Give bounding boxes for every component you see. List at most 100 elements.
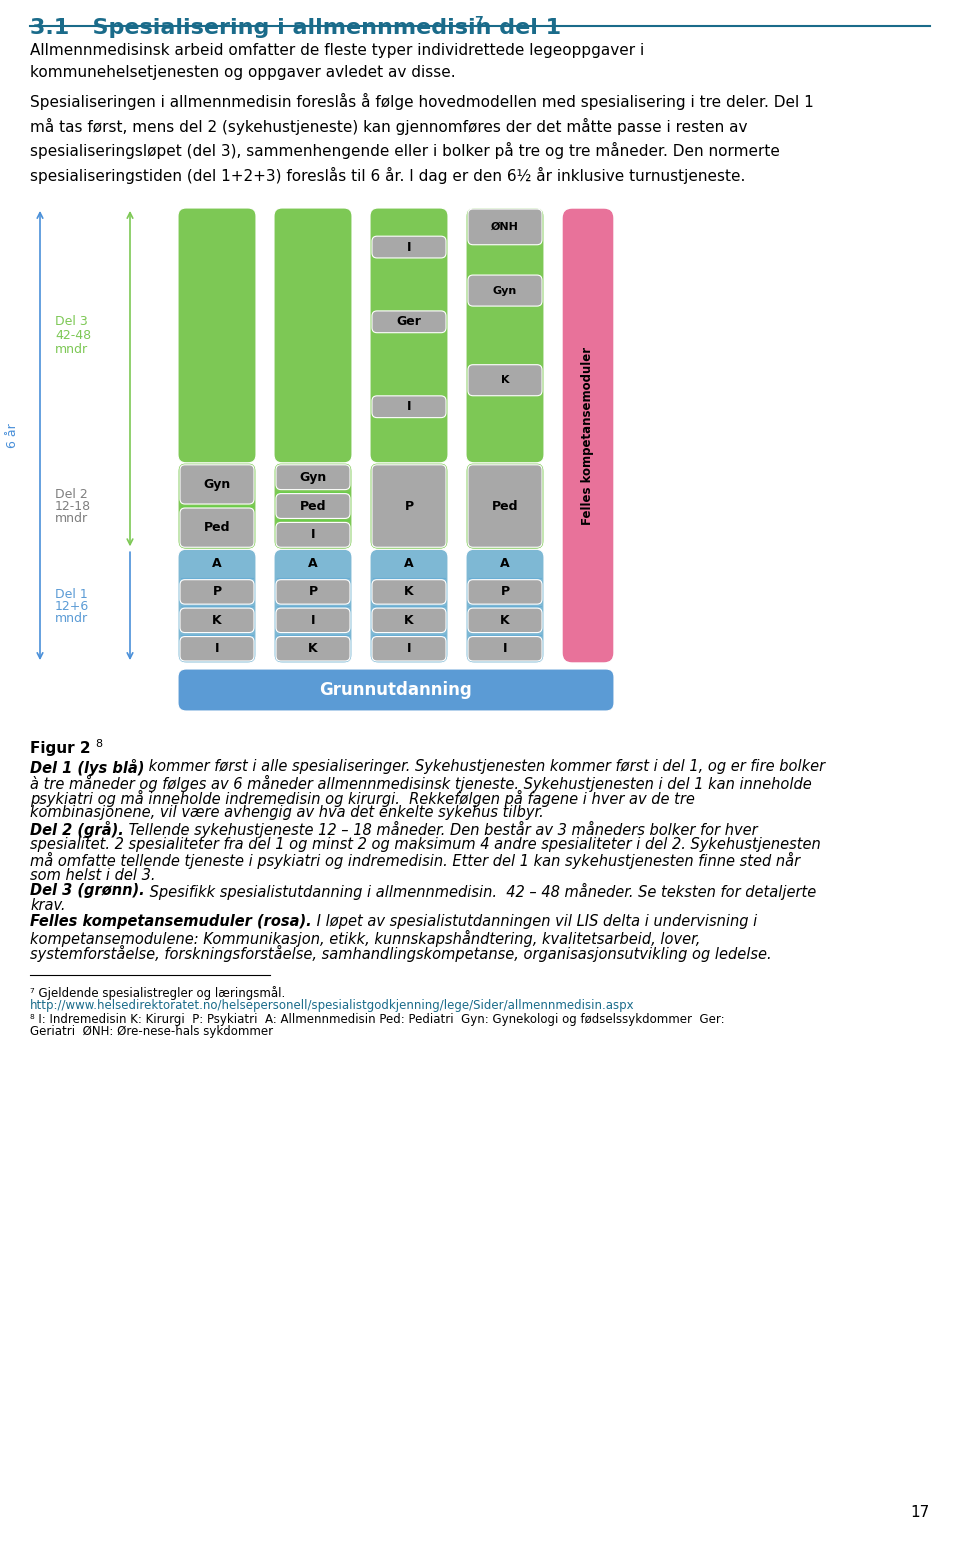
FancyBboxPatch shape bbox=[468, 209, 542, 245]
Text: kommer først i alle spesialiseringer. Sykehustjenesten kommer først i del 1, og : kommer først i alle spesialiseringer. Sy… bbox=[144, 759, 826, 774]
Text: I: I bbox=[215, 642, 219, 655]
Text: kompetansemodulene: Kommunikasjon, etikk, kunnskapshåndtering, kvalitetsarbeid, : kompetansemodulene: Kommunikasjon, etikk… bbox=[30, 929, 701, 946]
Text: mndr: mndr bbox=[55, 511, 88, 525]
FancyBboxPatch shape bbox=[178, 207, 256, 463]
Text: Del 2: Del 2 bbox=[55, 488, 87, 500]
FancyBboxPatch shape bbox=[180, 579, 254, 604]
FancyBboxPatch shape bbox=[466, 463, 544, 550]
Text: I: I bbox=[407, 401, 411, 413]
Text: Geriatri  ØNH: Øre-nese-hals sykdommer: Geriatri ØNH: Øre-nese-hals sykdommer bbox=[30, 1025, 274, 1039]
FancyBboxPatch shape bbox=[276, 494, 350, 519]
FancyBboxPatch shape bbox=[276, 579, 350, 604]
FancyBboxPatch shape bbox=[468, 608, 542, 633]
FancyBboxPatch shape bbox=[178, 669, 614, 711]
FancyBboxPatch shape bbox=[180, 464, 254, 505]
FancyBboxPatch shape bbox=[372, 237, 446, 259]
FancyBboxPatch shape bbox=[180, 508, 254, 548]
FancyBboxPatch shape bbox=[180, 636, 254, 661]
Text: 12-18: 12-18 bbox=[55, 500, 91, 512]
Text: Ped: Ped bbox=[204, 522, 230, 534]
Text: spesialitet. 2 spesialiteter fra del 1 og minst 2 og maksimum 4 andre spesialite: spesialitet. 2 spesialiteter fra del 1 o… bbox=[30, 836, 821, 851]
Text: P: P bbox=[308, 585, 318, 599]
Text: Ger: Ger bbox=[396, 316, 421, 328]
FancyBboxPatch shape bbox=[276, 636, 350, 661]
Text: Del 1 (lys blå): Del 1 (lys blå) bbox=[30, 759, 144, 776]
Text: I: I bbox=[503, 642, 507, 655]
Text: 7: 7 bbox=[474, 15, 483, 28]
FancyBboxPatch shape bbox=[274, 463, 352, 550]
FancyBboxPatch shape bbox=[372, 636, 446, 661]
Text: Spesialiseringen i allmennmedisin foreslås å følge hovedmodellen med spesialiser: Spesialiseringen i allmennmedisin foresl… bbox=[30, 93, 814, 184]
Text: som helst i del 3.: som helst i del 3. bbox=[30, 867, 156, 882]
Text: K: K bbox=[404, 615, 414, 627]
FancyBboxPatch shape bbox=[468, 365, 542, 396]
FancyBboxPatch shape bbox=[466, 207, 544, 463]
Text: I: I bbox=[407, 642, 411, 655]
FancyBboxPatch shape bbox=[562, 207, 614, 663]
FancyBboxPatch shape bbox=[468, 276, 542, 307]
FancyBboxPatch shape bbox=[370, 207, 448, 463]
Text: 6 år: 6 år bbox=[7, 423, 19, 447]
Text: P: P bbox=[404, 500, 414, 512]
Text: P: P bbox=[500, 585, 510, 599]
Text: A: A bbox=[308, 557, 318, 570]
Text: Del 1: Del 1 bbox=[55, 588, 87, 601]
Text: I: I bbox=[311, 615, 315, 627]
Text: ⁸ I: Indremedisin K: Kirurgi  P: Psykiatri  A: Allmennmedisin Ped: Pediatri  Gyn: ⁸ I: Indremedisin K: Kirurgi P: Psykiatr… bbox=[30, 1012, 725, 1025]
FancyBboxPatch shape bbox=[370, 463, 448, 550]
Text: 17: 17 bbox=[911, 1505, 930, 1520]
Text: Ped: Ped bbox=[300, 500, 326, 512]
Text: http://www.helsedirektoratet.no/helsepersonell/spesialistgodkjenning/lege/Sider/: http://www.helsedirektoratet.no/helseper… bbox=[30, 1000, 635, 1012]
Text: Gyn: Gyn bbox=[300, 471, 326, 483]
Text: A: A bbox=[212, 557, 222, 570]
FancyBboxPatch shape bbox=[468, 579, 542, 604]
FancyBboxPatch shape bbox=[274, 550, 352, 663]
FancyBboxPatch shape bbox=[468, 636, 542, 661]
FancyBboxPatch shape bbox=[276, 464, 350, 489]
Text: kombinasjonene, vil være avhengig av hva det enkelte sykehus tilbyr.: kombinasjonene, vil være avhengig av hva… bbox=[30, 805, 543, 820]
Text: à tre måneder og følges av 6 måneder allmennmedisinsk tjeneste. Sykehustjenesten: à tre måneder og følges av 6 måneder all… bbox=[30, 774, 812, 791]
Text: systemforståelse, forskningsforståelse, samhandlingskompetanse, organisasjonsutv: systemforståelse, forskningsforståelse, … bbox=[30, 944, 772, 961]
Text: Grunnutdanning: Grunnutdanning bbox=[320, 681, 472, 700]
Text: Tellende sykehustjeneste 12 – 18 måneder. Den består av 3 måneders bolker for hv: Tellende sykehustjeneste 12 – 18 måneder… bbox=[124, 820, 757, 837]
FancyBboxPatch shape bbox=[180, 608, 254, 633]
Text: Figur 2: Figur 2 bbox=[30, 741, 90, 755]
Text: Gyn: Gyn bbox=[204, 478, 230, 491]
FancyBboxPatch shape bbox=[372, 311, 446, 333]
Text: må omfatte tellende tjeneste i psykiatri og indremedisin. Etter del 1 kan sykehu: må omfatte tellende tjeneste i psykiatri… bbox=[30, 851, 800, 868]
Text: I: I bbox=[311, 528, 315, 542]
FancyBboxPatch shape bbox=[372, 608, 446, 633]
Text: K: K bbox=[308, 642, 318, 655]
Text: K: K bbox=[500, 615, 510, 627]
Text: 3.1   Spesialisering i allmennmedisin del 1: 3.1 Spesialisering i allmennmedisin del … bbox=[30, 19, 562, 39]
Text: Del 3: Del 3 bbox=[55, 314, 87, 328]
FancyBboxPatch shape bbox=[468, 464, 542, 548]
FancyBboxPatch shape bbox=[276, 608, 350, 633]
Text: K: K bbox=[212, 615, 222, 627]
Text: Spesifikk spesialistutdanning i allmennmedisin.  42 – 48 måneder. Se teksten for: Spesifikk spesialistutdanning i allmennm… bbox=[145, 882, 816, 899]
FancyBboxPatch shape bbox=[370, 550, 448, 663]
Text: A: A bbox=[404, 557, 414, 570]
Text: I: I bbox=[407, 240, 411, 254]
Text: 8: 8 bbox=[95, 738, 102, 749]
FancyBboxPatch shape bbox=[372, 579, 446, 604]
FancyBboxPatch shape bbox=[372, 396, 446, 418]
Text: 12+6: 12+6 bbox=[55, 599, 89, 613]
Text: P: P bbox=[212, 585, 222, 599]
Text: Del 2 (grå).: Del 2 (grå). bbox=[30, 820, 124, 837]
Text: K: K bbox=[501, 375, 509, 385]
Text: I løpet av spesialistutdanningen vil LIS delta i undervisning i: I løpet av spesialistutdanningen vil LIS… bbox=[312, 913, 756, 929]
FancyBboxPatch shape bbox=[178, 463, 256, 550]
Text: Ped: Ped bbox=[492, 500, 518, 512]
FancyBboxPatch shape bbox=[466, 550, 544, 663]
FancyBboxPatch shape bbox=[372, 464, 446, 548]
Text: Felles kompetansemoduler: Felles kompetansemoduler bbox=[582, 347, 594, 525]
FancyBboxPatch shape bbox=[276, 522, 350, 548]
Text: mndr: mndr bbox=[55, 344, 88, 356]
Text: Gyn: Gyn bbox=[492, 285, 517, 296]
FancyBboxPatch shape bbox=[178, 550, 256, 663]
FancyBboxPatch shape bbox=[274, 207, 352, 463]
Text: mndr: mndr bbox=[55, 611, 88, 625]
Text: Del 3 (grønn).: Del 3 (grønn). bbox=[30, 882, 145, 898]
Text: psykiatri og må inneholde indremedisin og kirurgi.  Rekkefølgen på fagene i hver: psykiatri og må inneholde indremedisin o… bbox=[30, 789, 695, 807]
